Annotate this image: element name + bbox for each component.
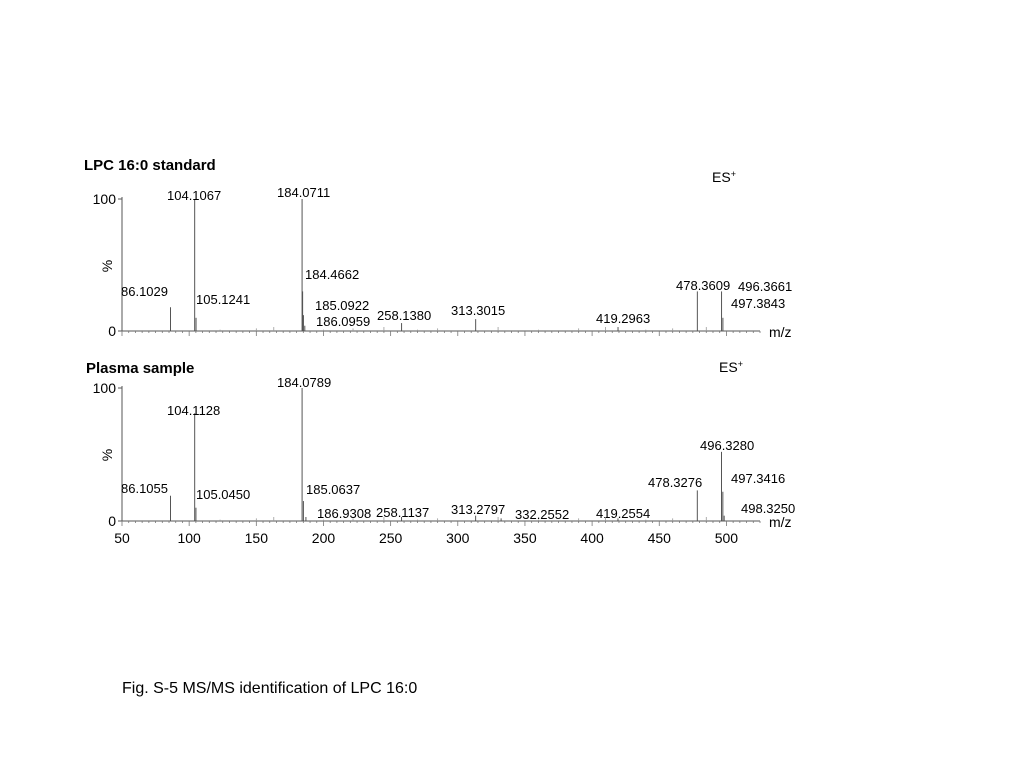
peak-label: 86.1055 <box>121 481 168 496</box>
peak-label: 186.0959 <box>316 314 370 329</box>
ionization-mode-sign: + <box>731 169 736 179</box>
peak-label: 104.1128 <box>167 403 220 418</box>
ionization-mode: ES+ <box>712 169 736 185</box>
peak-label: 105.0450 <box>196 487 250 502</box>
x-tick-label: 500 <box>715 530 739 546</box>
peak-label: 419.2963 <box>596 311 650 326</box>
peak-label: 419.2554 <box>596 506 650 521</box>
peak-label: 497.3843 <box>731 296 785 311</box>
y-tick-label: 0 <box>108 513 116 529</box>
y-tick-label: 100 <box>93 380 117 396</box>
peak-label: 496.3280 <box>700 438 754 453</box>
y-tick-label: 0 <box>108 323 116 339</box>
peak-label: 496.3661 <box>738 279 792 294</box>
peak-label: 105.1241 <box>196 292 250 307</box>
peak-label: 313.2797 <box>451 502 505 517</box>
ionization-mode: ES+ <box>719 359 743 375</box>
y-axis-label: % <box>99 260 115 272</box>
peak-label: 258.1380 <box>377 308 431 323</box>
peak-label: 86.1029 <box>121 284 168 299</box>
ionization-mode-sign: + <box>738 359 743 369</box>
x-axis-label: m/z <box>769 514 792 530</box>
y-tick-label: 100 <box>93 191 117 207</box>
peak-label: 498.3250 <box>741 501 795 516</box>
x-tick-label: 350 <box>513 530 537 546</box>
peak-label: 184.0711 <box>277 185 330 200</box>
x-tick-label: 450 <box>648 530 672 546</box>
figure-caption: Fig. S-5 MS/MS identification of LPC 16:… <box>122 680 418 697</box>
peak-label: 104.1067 <box>167 188 221 203</box>
x-tick-label: 150 <box>245 530 269 546</box>
peak-label: 478.3609 <box>676 278 730 293</box>
peak-label: 313.3015 <box>451 303 505 318</box>
x-tick-label: 300 <box>446 530 470 546</box>
peak-label: 186.9308 <box>317 506 371 521</box>
peak-label: 184.0789 <box>277 375 331 390</box>
peak-label: 332.2552 <box>515 507 569 522</box>
x-tick-label: 50 <box>114 530 130 546</box>
x-tick-label: 400 <box>580 530 604 546</box>
y-axis-label: % <box>99 449 115 461</box>
panel-title: Plasma sample <box>86 360 194 377</box>
peak-label: 185.0922 <box>315 298 369 313</box>
peak-label: 497.3416 <box>731 471 785 486</box>
panel-title: LPC 16:0 standard <box>84 157 216 174</box>
peak-label: 184.4662 <box>305 267 359 282</box>
peak-label: 478.3276 <box>648 475 702 490</box>
peak-label: 258.1137 <box>376 505 429 520</box>
peak-label: 185.0637 <box>306 482 360 497</box>
x-tick-label: 250 <box>379 530 403 546</box>
x-axis-label: m/z <box>769 324 792 340</box>
x-tick-label: 100 <box>177 530 201 546</box>
x-tick-label: 200 <box>312 530 336 546</box>
